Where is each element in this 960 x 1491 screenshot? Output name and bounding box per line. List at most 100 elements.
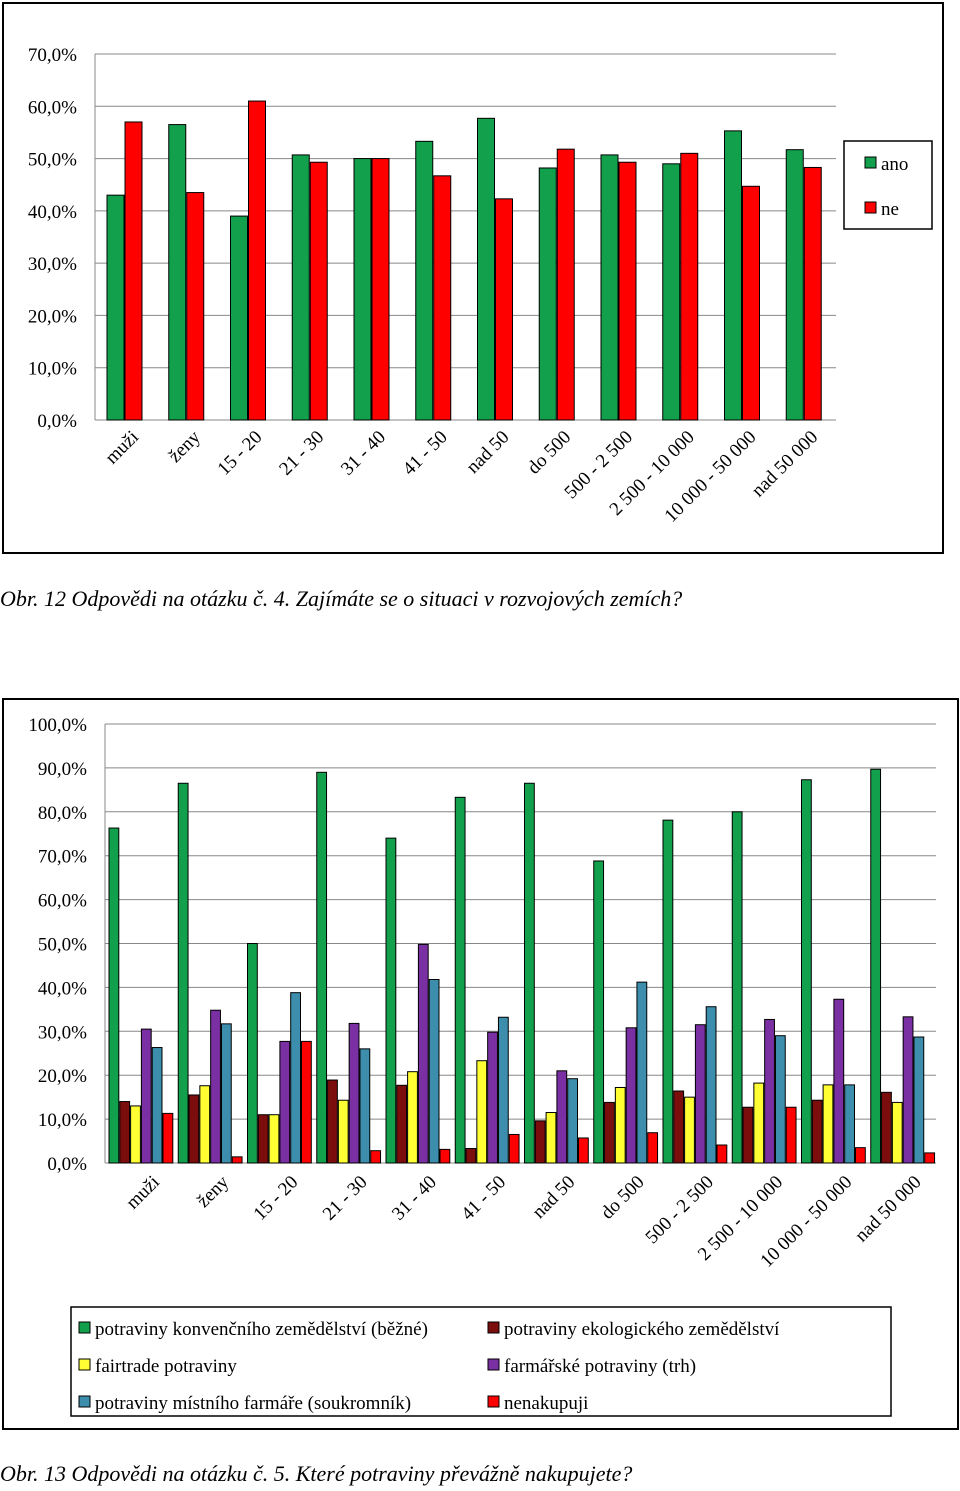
bar-nenakupuji-muzi [162,1112,174,1164]
y-tick-label: 10,0% [28,359,77,380]
bar-potraviny-mistniho-farmare-soukromnik-nad-50-000 [913,1036,925,1164]
bar-farmarske-potraviny-trh-41-50 [487,1031,498,1164]
legend-label-potraviny-mistniho-farmare-soukromnik: potraviny místního farmáře (soukromník) [95,1393,411,1414]
y-tick-label: 20,0% [28,306,77,327]
bar-ano-2-500-10-000 [662,163,681,421]
bar-potraviny-konvencniho-zemedelstvi-bezne-21-30 [316,771,328,1164]
legend-label-farmarske-potraviny-trh: farmářské potraviny (trh) [504,1356,696,1377]
y-tick-label: 90,0% [38,759,87,780]
bar-nenakupuji-31-40 [439,1148,451,1164]
bar-ano-nad-50-000 [785,149,804,421]
x-tick-label: 31 - 40 [337,427,390,480]
bar-nenakupuji-zeny [231,1156,243,1164]
bar-fairtrade-potraviny-2-500-10-000 [753,1082,765,1164]
bar-potraviny-konvencniho-zemedelstvi-bezne-10-000-50-000 [801,779,812,1164]
y-tick-label: 0,0% [47,1154,87,1175]
x-tick-label: nad 50 [528,1172,579,1223]
bar-ano-500-2-500 [600,154,619,421]
bar-ne-15-20 [248,100,266,421]
bar-ano-nad-50 [477,117,495,421]
bar-ne-31-40 [371,158,390,421]
bar-potraviny-ekologickeho-zemedelstvi-10-000-50-000 [811,1099,823,1164]
bar-ano-do-500 [538,167,557,421]
y-tick-label: 20,0% [38,1066,87,1087]
bar-potraviny-ekologickeho-zemedelstvi-15-20 [257,1114,269,1164]
bar-farmarske-potraviny-trh-nad-50 [556,1070,568,1164]
bar-farmarske-potraviny-trh-muzi [140,1028,152,1164]
x-tick-label: muži [101,427,143,469]
legend-swatch-potraviny-konvencniho-zemedelstvi-bezne [78,1321,91,1334]
bar-ano-41-50 [415,140,434,421]
bar-potraviny-ekologickeho-zemedelstvi-500-2-500 [673,1090,685,1164]
chart-1-legend: ano ne [843,140,933,230]
bar-potraviny-ekologickeho-zemedelstvi-muzi [119,1101,131,1164]
legend-swatch-farmarske-potraviny-trh [487,1358,500,1371]
y-tick-label: 70,0% [38,847,87,868]
bar-ano-10-000-50-000 [724,130,742,421]
figure-13-caption: Obr. 13 Odpovědi na otázku č. 5. Které p… [0,1461,633,1486]
bar-ano-zeny [168,124,187,421]
bar-fairtrade-potraviny-zeny [199,1085,211,1164]
bar-ne-10-000-50-000 [742,185,760,421]
bar-potraviny-mistniho-farmare-soukromnik-10-000-50-000 [844,1084,856,1164]
bar-potraviny-ekologickeho-zemedelstvi-do-500 [604,1101,615,1164]
bar-nenakupuji-10-000-50-000 [855,1147,866,1164]
y-tick-label: 30,0% [28,254,77,275]
bar-potraviny-konvencniho-zemedelstvi-bezne-500-2-500 [662,819,674,1164]
bar-farmarske-potraviny-trh-do-500 [625,1027,637,1164]
y-tick-label: 40,0% [28,202,77,223]
y-tick-label: 100,0% [28,715,87,736]
bar-nenakupuji-nad-50 [578,1137,589,1164]
x-tick-label: do 500 [597,1172,649,1224]
legend-label-ano: ano [881,154,908,175]
bar-ne-41-50 [433,175,452,421]
x-tick-label: 15 - 20 [214,427,267,480]
y-tick-label: 50,0% [38,935,87,956]
chart-2: 0,0% 10,0% 20,0% 30,0% 40,0% 50,0% 60,0% 70,0% 8… [28,715,936,1417]
y-tick-label: 40,0% [38,978,87,999]
legend-swatch-ne [864,201,877,214]
bar-potraviny-mistniho-farmare-soukromnik-31-40 [428,978,440,1164]
bar-farmarske-potraviny-trh-10-000-50-000 [833,998,845,1164]
x-tick-label: 31 - 40 [388,1172,441,1225]
legend-frame [843,140,933,230]
legend-swatch-ano [864,156,877,169]
bar-nenakupuji-500-2-500 [716,1144,728,1164]
x-tick-label: nad 50 [462,427,513,478]
bar-ano-31-40 [353,158,372,421]
y-tick-label: 80,0% [38,803,87,824]
legend-label-fairtrade-potraviny: fairtrade potraviny [95,1356,237,1377]
bar-nenakupuji-nad-50-000 [924,1152,936,1164]
bar-nenakupuji-15-20 [301,1040,312,1164]
y-tick-label: 0,0% [37,411,77,432]
bar-fairtrade-potraviny-do-500 [614,1086,626,1164]
bar-ne-2-500-10-000 [680,152,699,421]
y-tick-label: 50,0% [28,150,77,171]
y-tick-label: 60,0% [38,891,87,912]
bar-nenakupuji-41-50 [508,1133,520,1164]
bar-potraviny-konvencniho-zemedelstvi-bezne-muzi [108,827,120,1164]
bar-potraviny-mistniho-farmare-soukromnik-do-500 [636,981,648,1164]
x-tick-label: ženy [193,1171,234,1212]
y-tick-label: 10,0% [38,1110,87,1131]
bar-farmarske-potraviny-trh-2-500-10-000 [764,1018,775,1164]
bar-ne-nad-50-000 [803,166,822,421]
bar-farmarske-potraviny-trh-500-2-500 [694,1024,706,1164]
bar-ano-muzi [106,194,125,421]
bar-ne-nad-50 [495,198,513,421]
y-tick-label: 70,0% [28,45,77,66]
x-tick-label: muži [122,1172,164,1214]
x-tick-label: nad 50 000 [851,1172,926,1247]
x-tick-label: 41 - 50 [457,1172,510,1225]
bar-fairtrade-potraviny-nad-50-000 [891,1101,903,1164]
bar-farmarske-potraviny-trh-21-30 [348,1022,360,1164]
legend-label-potraviny-ekologickeho-zemedelstvi: potraviny ekologického zemědělství [504,1319,780,1340]
bar-potraviny-konvencniho-zemedelstvi-bezne-nad-50-000 [870,768,882,1164]
bar-potraviny-konvencniho-zemedelstvi-bezne-do-500 [593,860,605,1164]
chart-1: 0,0% 10,0% 20,0% 30,0% 40,0% 50,0% 60,0% 70,0% m… [28,45,933,527]
legend-swatch-potraviny-ekologickeho-zemedelstvi [487,1321,500,1334]
bar-potraviny-ekologickeho-zemedelstvi-nad-50-000 [881,1091,892,1164]
x-tick-label: nad 50 000 [748,427,823,502]
bar-farmarske-potraviny-trh-nad-50-000 [902,1016,914,1164]
x-tick-label: 21 - 30 [319,1172,372,1225]
